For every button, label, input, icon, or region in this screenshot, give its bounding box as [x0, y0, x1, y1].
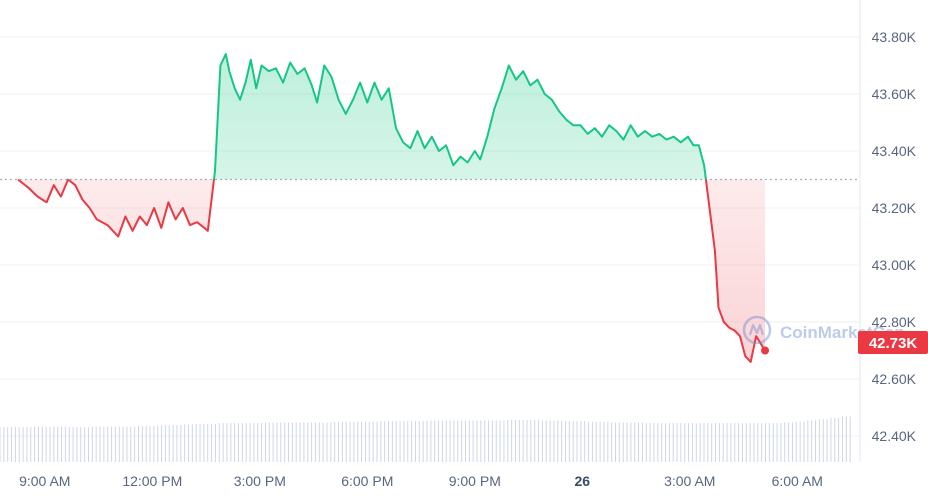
y-tick-label: 43.20K [872, 200, 917, 216]
x-tick-label: 12:00 PM [122, 473, 182, 489]
current-price-tag-bg [858, 331, 928, 354]
x-tick-label: 6:00 AM [772, 473, 823, 489]
volume-bars [0, 416, 851, 462]
y-tick-label: 42.40K [872, 428, 917, 444]
current-price-label: 42.73K [869, 335, 918, 352]
x-tick-label: 3:00 AM [664, 473, 715, 489]
area-below-baseline [17, 179, 765, 362]
price-line [17, 53, 766, 363]
y-tick-label: 43.80K [872, 29, 917, 45]
x-tick-label: 9:00 PM [449, 473, 501, 489]
price-line-down [17, 179, 766, 363]
current-price-tag: 42.73K [858, 331, 928, 354]
y-tick-label: 42.80K [872, 314, 917, 330]
current-price-dot [761, 346, 770, 355]
y-tick-label: 42.60K [872, 371, 917, 387]
y-tick-label: 43.40K [872, 143, 917, 159]
x-tick-label: 9:00 AM [19, 473, 70, 489]
x-tick-label: 3:00 PM [234, 473, 286, 489]
y-tick-label: 43.00K [872, 257, 917, 273]
axis-ticks: 43.80K 43.60K 43.40K 43.20K 43.00K 42.80K 42.6… [19, 29, 917, 489]
y-tick-label: 43.60K [872, 86, 917, 102]
x-tick-label: 26 [575, 473, 591, 489]
x-tick-label: 6:00 PM [341, 473, 393, 489]
price-line-up [17, 53, 707, 180]
coinmarketcap-logo-icon [742, 315, 772, 345]
area-above-baseline [17, 54, 765, 180]
price-area [17, 54, 765, 362]
